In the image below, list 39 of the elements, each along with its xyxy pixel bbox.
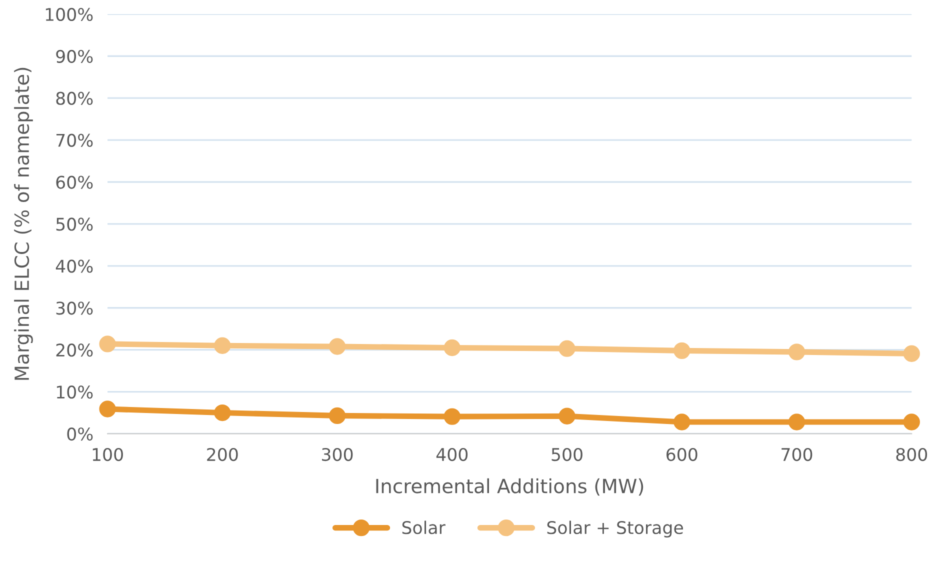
y-tick-label: 60% [56,176,93,189]
y-tick-label: 40% [56,260,93,273]
x-tick-label: 100 [92,448,123,462]
point [214,337,231,354]
point [903,414,920,430]
y-tick-label: 80% [56,92,93,105]
x-tick-label: 600 [666,448,698,462]
x-tick-label: 500 [552,448,582,462]
y-tick-label: 50% [56,218,93,231]
point [328,407,346,424]
point [788,344,806,360]
point [99,400,116,418]
y-tick-label: 70% [56,134,93,147]
point [903,345,920,362]
point [788,414,806,430]
legend-label: Solar + Storage [547,520,683,538]
point [674,342,690,360]
y-tick-label: 100% [46,8,93,22]
x-tick-label: 700 [782,448,812,462]
x-tick-label: 300 [322,448,353,462]
point [328,338,346,355]
x-axis-title: Incremental Additions (MW) [376,478,644,496]
point [214,404,231,422]
y-axis-title: Marginal ELCC (% of nameplate) [14,68,33,380]
point [558,340,576,357]
y-tick-label: 0% [67,427,93,441]
x-tick-label: 200 [207,448,238,462]
legend-label: Solar [402,520,446,534]
y-tick-label: 20% [56,344,93,357]
x-tick-label: 800 [896,448,928,462]
point [99,336,116,352]
point [444,339,460,356]
x-tick-label: 400 [436,448,468,462]
y-tick-label: 30% [56,302,93,315]
point [558,408,576,424]
point [444,408,460,425]
point [674,414,690,430]
y-tick-label: 90% [56,50,93,63]
y-tick-label: 10% [56,386,93,399]
